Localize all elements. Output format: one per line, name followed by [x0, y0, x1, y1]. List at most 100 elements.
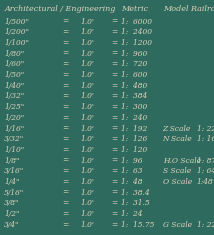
Text: 1.0': 1.0' — [80, 82, 94, 90]
Text: =: = — [111, 18, 118, 26]
Text: =: = — [111, 92, 118, 101]
Text: 1/500": 1/500" — [4, 18, 29, 26]
Text: =: = — [62, 199, 68, 208]
Text: 1:  600: 1: 600 — [121, 71, 147, 79]
Text: =: = — [62, 189, 68, 197]
Text: 1/4": 1/4" — [4, 178, 20, 186]
Text: 3/4": 3/4" — [4, 221, 20, 229]
Text: 1:  48: 1: 48 — [121, 178, 142, 186]
Text: 1:  480: 1: 480 — [121, 82, 147, 90]
Text: 1/100": 1/100" — [4, 39, 29, 47]
Text: =: = — [62, 39, 68, 47]
Text: 1/60": 1/60" — [4, 60, 25, 68]
Text: 1: 87: 1: 87 — [197, 157, 214, 165]
Text: 1:  31.5: 1: 31.5 — [121, 199, 150, 208]
Text: =: = — [111, 60, 118, 68]
Text: Model Railroad: Model Railroad — [163, 5, 214, 13]
Text: =: = — [62, 210, 68, 218]
Text: N Scale: N Scale — [163, 135, 192, 143]
Text: 1.0': 1.0' — [80, 210, 94, 218]
Text: =: = — [111, 199, 118, 208]
Text: =: = — [111, 157, 118, 165]
Text: 1:  1200: 1: 1200 — [121, 39, 152, 47]
Text: =: = — [111, 28, 118, 36]
Text: 1.0': 1.0' — [80, 167, 94, 175]
Text: 1:  240: 1: 240 — [121, 114, 147, 122]
Text: 1/80": 1/80" — [4, 50, 25, 58]
Text: 1: 64: 1: 64 — [197, 167, 214, 175]
Text: 1.0': 1.0' — [80, 39, 94, 47]
Text: 1.0': 1.0' — [80, 146, 94, 154]
Text: =: = — [62, 82, 68, 90]
Text: 1.0': 1.0' — [80, 114, 94, 122]
Text: =: = — [111, 82, 118, 90]
Text: =: = — [111, 178, 118, 186]
Text: =: = — [62, 135, 68, 143]
Text: Metric: Metric — [121, 5, 148, 13]
Text: 3/8": 3/8" — [4, 199, 20, 208]
Text: 1.0': 1.0' — [80, 92, 94, 101]
Text: 1:  63: 1: 63 — [121, 167, 142, 175]
Text: 1:  960: 1: 960 — [121, 50, 147, 58]
Text: =: = — [111, 39, 118, 47]
Text: =: = — [62, 146, 68, 154]
Text: =: = — [111, 125, 118, 133]
Text: =: = — [62, 92, 68, 101]
Text: 1/8": 1/8" — [4, 157, 20, 165]
Text: =: = — [62, 114, 68, 122]
Text: 1.0': 1.0' — [80, 125, 94, 133]
Text: 5/16": 5/16" — [4, 189, 25, 197]
Text: 1:  96: 1: 96 — [121, 157, 142, 165]
Text: =: = — [111, 221, 118, 229]
Text: =: = — [111, 103, 118, 111]
Text: 1:  24: 1: 24 — [121, 210, 142, 218]
Text: 1.0': 1.0' — [80, 103, 94, 111]
Text: 1/2": 1/2" — [4, 210, 20, 218]
Text: 1.0': 1.0' — [80, 189, 94, 197]
Text: 1/25": 1/25" — [4, 103, 25, 111]
Text: 1.0': 1.0' — [80, 221, 94, 229]
Text: 1/32": 1/32" — [4, 92, 25, 101]
Text: 1.0': 1.0' — [80, 178, 94, 186]
Text: =: = — [111, 189, 118, 197]
Text: 1:  2400: 1: 2400 — [121, 28, 152, 36]
Text: =: = — [62, 157, 68, 165]
Text: 1/10": 1/10" — [4, 146, 25, 154]
Text: =: = — [62, 60, 68, 68]
Text: 1/40": 1/40" — [4, 82, 25, 90]
Text: 1:  720: 1: 720 — [121, 60, 147, 68]
Text: 1/50": 1/50" — [4, 71, 25, 79]
Text: 1.0': 1.0' — [80, 60, 94, 68]
Text: 3/16": 3/16" — [4, 167, 25, 175]
Text: 1:  6000: 1: 6000 — [121, 18, 152, 26]
Text: O Scale: O Scale — [163, 178, 192, 186]
Text: =: = — [62, 167, 68, 175]
Text: G Scale: G Scale — [163, 221, 192, 229]
Text: 1: 22.5: 1: 22.5 — [197, 221, 214, 229]
Text: Z Scale: Z Scale — [163, 125, 191, 133]
Text: =: = — [62, 125, 68, 133]
Text: 1.0': 1.0' — [80, 71, 94, 79]
Text: Architectural / Engineering: Architectural / Engineering — [4, 5, 116, 13]
Text: =: = — [62, 50, 68, 58]
Text: 1:48: 1:48 — [197, 178, 214, 186]
Text: 1.0': 1.0' — [80, 28, 94, 36]
Text: =: = — [111, 50, 118, 58]
Text: 1:  15.75: 1: 15.75 — [121, 221, 154, 229]
Text: 1:  38.4: 1: 38.4 — [121, 189, 150, 197]
Text: =: = — [62, 103, 68, 111]
Text: 1.0': 1.0' — [80, 157, 94, 165]
Text: =: = — [62, 18, 68, 26]
Text: 1.0': 1.0' — [80, 199, 94, 208]
Text: H.O Scale: H.O Scale — [163, 157, 201, 165]
Text: 3/32": 3/32" — [4, 135, 25, 143]
Text: 1/200": 1/200" — [4, 28, 29, 36]
Text: =: = — [62, 178, 68, 186]
Text: S Scale: S Scale — [163, 167, 191, 175]
Text: 1/20": 1/20" — [4, 114, 25, 122]
Text: 1/16": 1/16" — [4, 125, 25, 133]
Text: =: = — [62, 221, 68, 229]
Text: 1:  192: 1: 192 — [121, 125, 147, 133]
Text: =: = — [111, 146, 118, 154]
Text: 1:  120: 1: 120 — [121, 146, 147, 154]
